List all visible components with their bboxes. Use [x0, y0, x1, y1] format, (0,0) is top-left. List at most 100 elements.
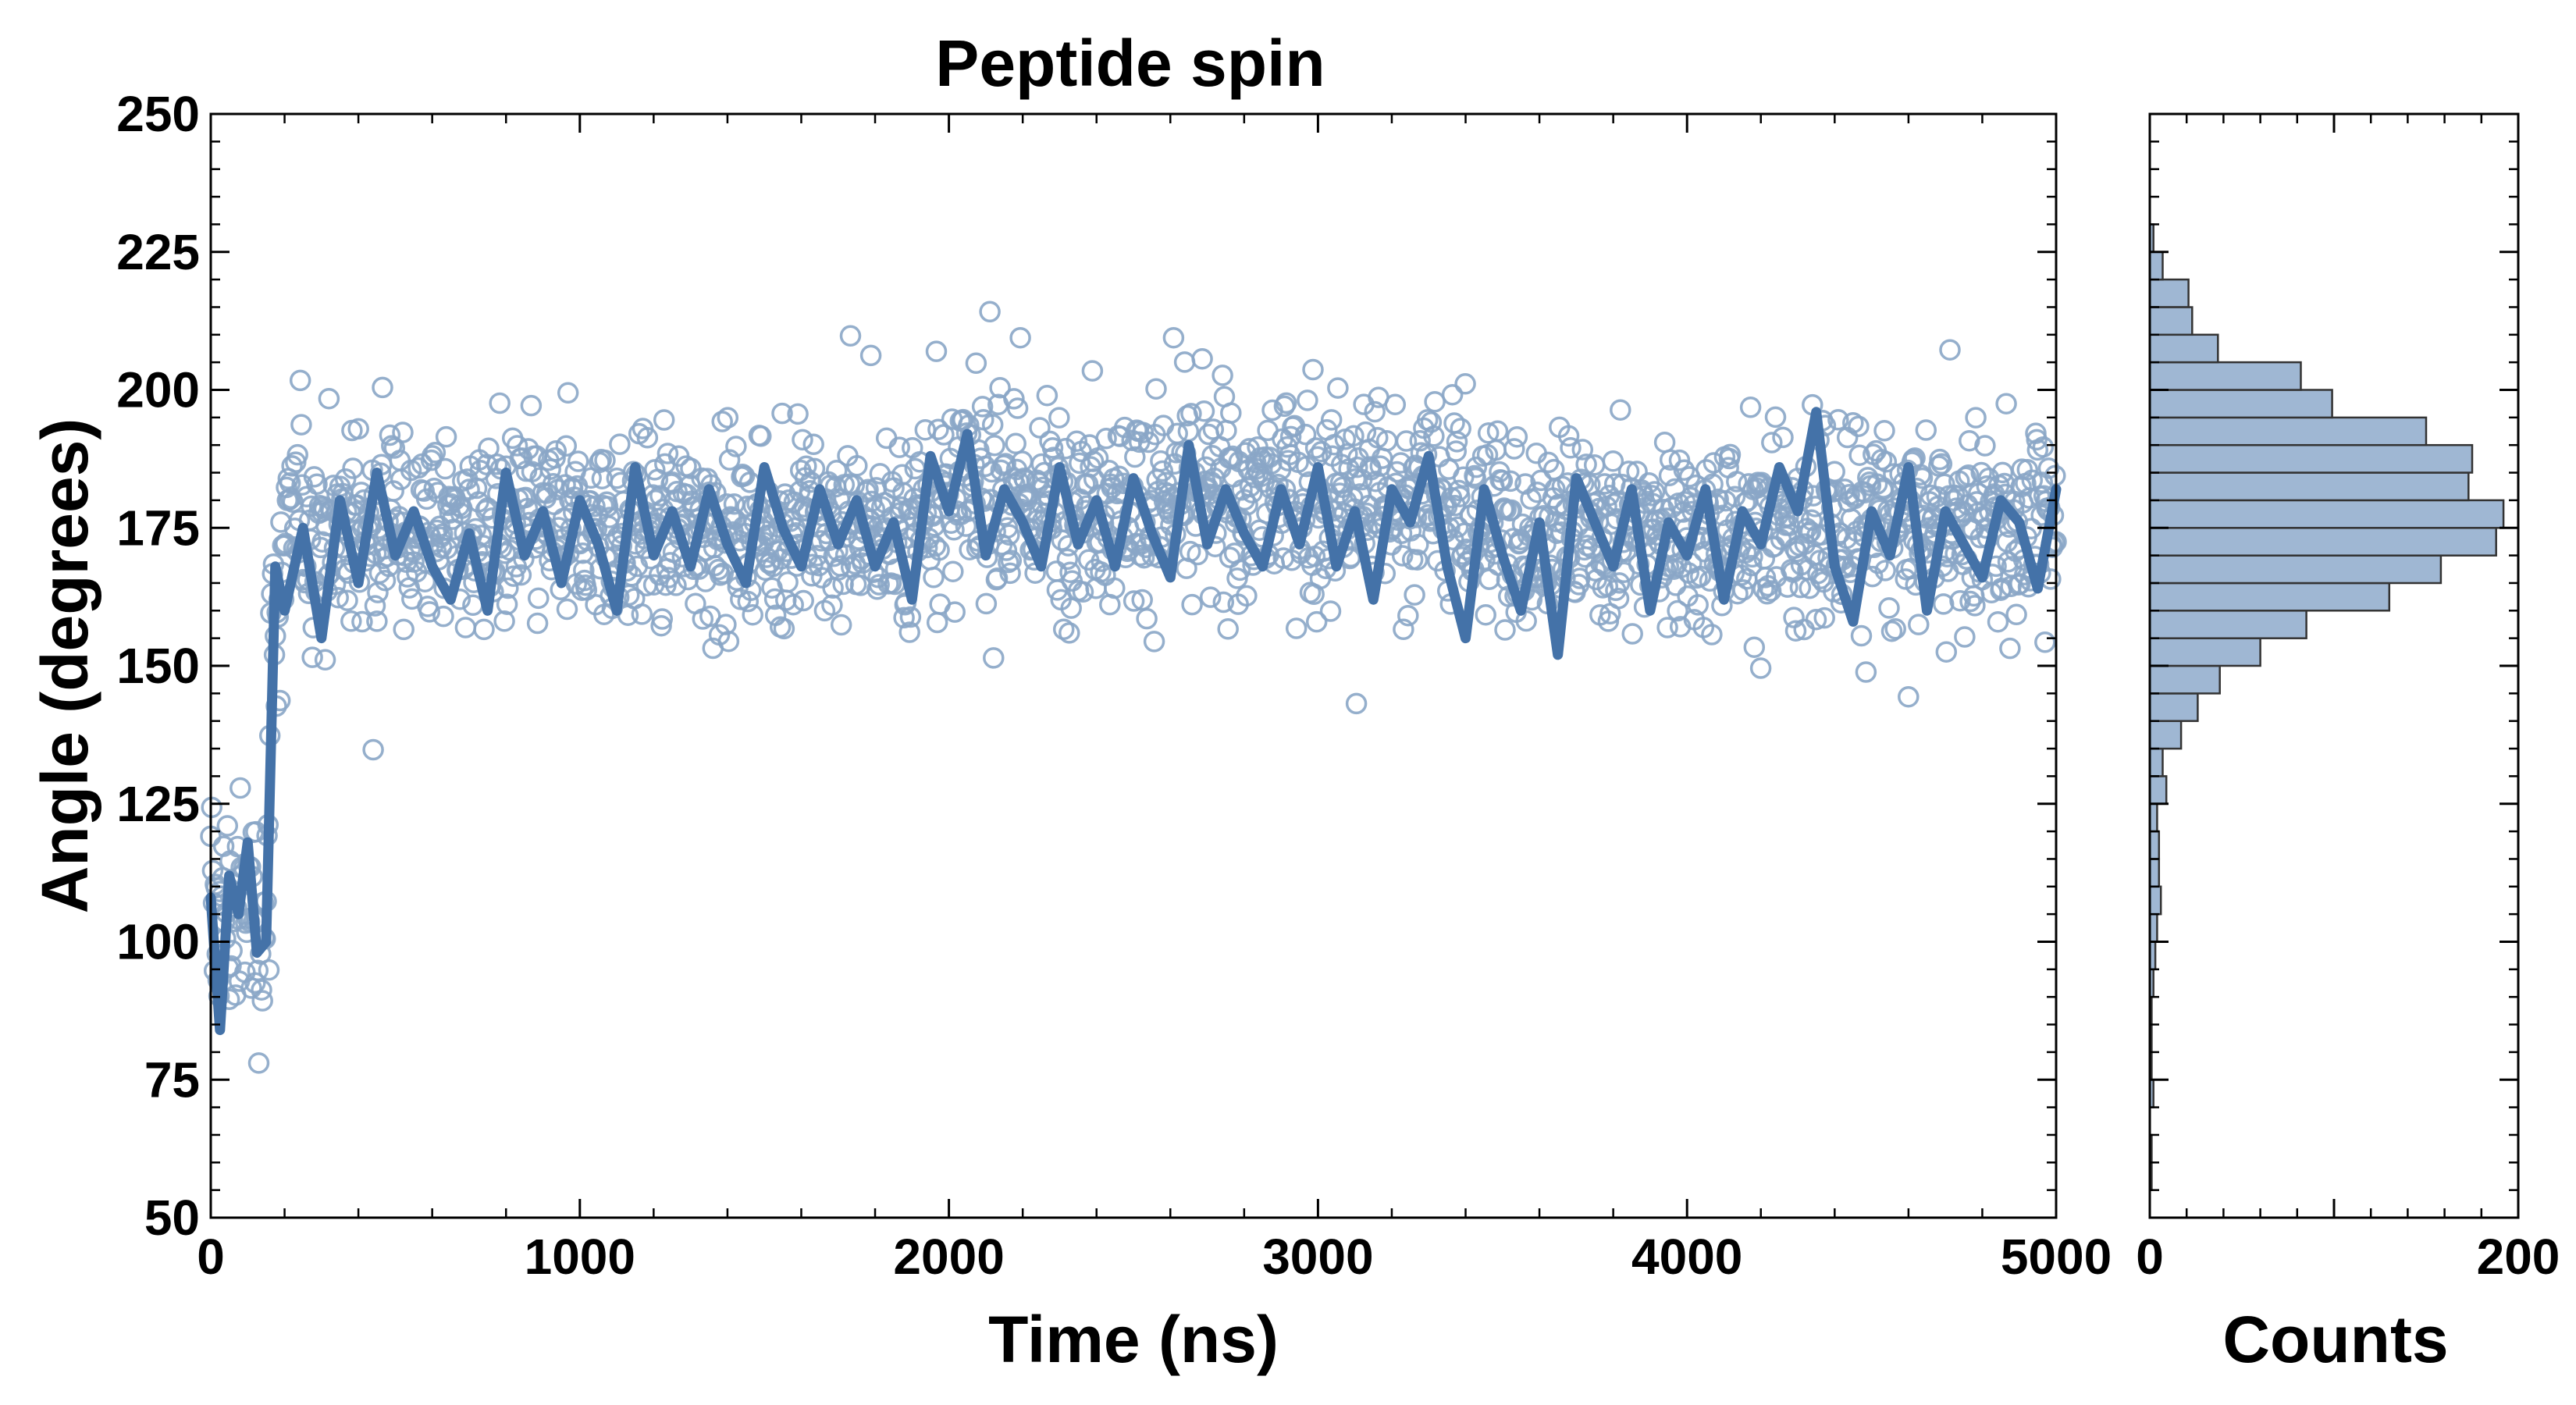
scatter-point	[711, 411, 733, 432]
scatter-point	[258, 959, 280, 981]
x-tick-label: 4000	[1631, 1229, 1742, 1285]
scatter-point	[374, 569, 397, 592]
scatter-point	[1515, 610, 1537, 632]
scatter-point	[821, 594, 843, 617]
scatter-point	[979, 301, 1001, 323]
scatter-point	[1364, 470, 1387, 493]
scatter-point	[1236, 585, 1258, 607]
x-tick-label: 5000	[2001, 1229, 2112, 1285]
scatter-point	[660, 552, 681, 574]
scatter-point	[555, 435, 578, 457]
y-tick-label: 175	[116, 500, 200, 556]
scatter-point	[792, 589, 814, 612]
histogram-bar	[2148, 858, 2161, 888]
scatter-point	[2005, 603, 2027, 626]
scatter-point	[1557, 425, 1580, 447]
scatter-point	[493, 610, 515, 632]
scatter-point	[1056, 548, 1079, 571]
scatter-point	[366, 610, 388, 632]
y-tick-label: 100	[116, 914, 200, 970]
scatter-point	[289, 369, 311, 392]
scatter-point	[839, 325, 862, 347]
histogram-bar	[2148, 389, 2333, 419]
scatter-point	[1424, 390, 1446, 413]
scatter-point	[1151, 460, 1174, 482]
scatter-point	[802, 433, 824, 456]
scatter-point	[1393, 618, 1414, 641]
scatter-point	[1030, 453, 1053, 475]
scatter-point	[1494, 619, 1516, 641]
scatter-point	[1423, 425, 1445, 447]
scatter-point	[656, 443, 679, 464]
scatter-point	[1104, 577, 1126, 599]
scatter-point	[924, 535, 947, 557]
scatter-point	[1742, 546, 1763, 568]
scatter-point	[1930, 453, 1953, 475]
running-average-line	[205, 407, 2062, 1036]
scatter-point	[1836, 426, 1859, 449]
scatter-point	[1964, 595, 1986, 617]
y-tick-label: 50	[144, 1190, 200, 1246]
scatter-point	[1520, 488, 1542, 510]
scatter-point	[1732, 579, 1754, 601]
histogram-bar	[2148, 416, 2428, 446]
scatter-point	[594, 450, 616, 471]
scatter-point	[1658, 464, 1681, 487]
y-tick-label: 200	[116, 362, 200, 418]
scatter-point	[971, 396, 994, 418]
scatter-point	[759, 552, 781, 574]
scatter-point	[1994, 472, 2016, 495]
scatter-point	[544, 446, 566, 469]
scatter-point	[1009, 326, 1031, 349]
scatter-point	[989, 376, 1011, 399]
scatter-point	[340, 610, 362, 632]
scatter-point	[364, 595, 386, 617]
scatter-point	[1949, 589, 1971, 612]
scatter-point	[372, 376, 393, 399]
scatter-point	[1656, 617, 1678, 638]
histogram-x-axis-label: Counts	[2222, 1303, 2448, 1376]
scatter-point	[1659, 449, 1681, 471]
scatter-point	[787, 403, 809, 425]
scatter-point	[432, 605, 454, 628]
scatter-point	[1055, 438, 1076, 460]
scatter-point	[1607, 588, 1630, 610]
scatter-point	[1445, 440, 1468, 462]
y-tick-label: 250	[116, 86, 200, 142]
scatter-point	[1880, 620, 1903, 642]
scatter-point	[1997, 551, 2019, 573]
scatter-point	[1066, 430, 1088, 452]
scatter-point	[803, 457, 826, 480]
scatter-point	[1297, 389, 1318, 411]
scatter-point	[1450, 418, 1471, 439]
scatter-point	[1740, 554, 1763, 577]
scatter-point	[1409, 430, 1431, 452]
scatter-point	[715, 614, 737, 635]
scatter-point	[422, 445, 443, 467]
scatter-point	[650, 614, 672, 637]
scatter-point	[1608, 572, 1631, 594]
histogram-bar	[2148, 664, 2221, 695]
scatter-point	[1087, 446, 1109, 469]
scatter-point	[1344, 468, 1367, 490]
scatter-point	[1873, 420, 1895, 442]
scatter-point	[986, 567, 1009, 589]
scatter-point	[1310, 440, 1332, 463]
scatter-point	[1465, 456, 1488, 478]
scatter-point	[1217, 618, 1239, 640]
scatter-point	[557, 382, 579, 404]
scatter-point	[717, 630, 740, 653]
scatter-point	[2026, 429, 2048, 451]
scatter-point	[636, 427, 659, 449]
scatter-point	[999, 562, 1021, 585]
scatter-point	[1319, 600, 1342, 622]
main-plot-area: 0 1000 2000 3000 4000 5000 50 75 100 125 150 175 20…	[116, 86, 2112, 1285]
scatter-point	[1036, 384, 1059, 407]
scatter-point	[1345, 692, 1368, 715]
scatter-point	[965, 352, 987, 375]
scatter-point	[1446, 431, 1468, 453]
scatter-point	[1867, 552, 1889, 574]
scatter-point	[510, 564, 532, 586]
y-tick-label: 75	[144, 1051, 200, 1108]
scatter-point	[1294, 423, 1317, 446]
